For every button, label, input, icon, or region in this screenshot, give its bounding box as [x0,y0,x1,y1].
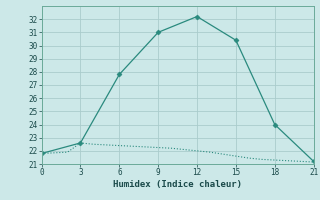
X-axis label: Humidex (Indice chaleur): Humidex (Indice chaleur) [113,180,242,189]
